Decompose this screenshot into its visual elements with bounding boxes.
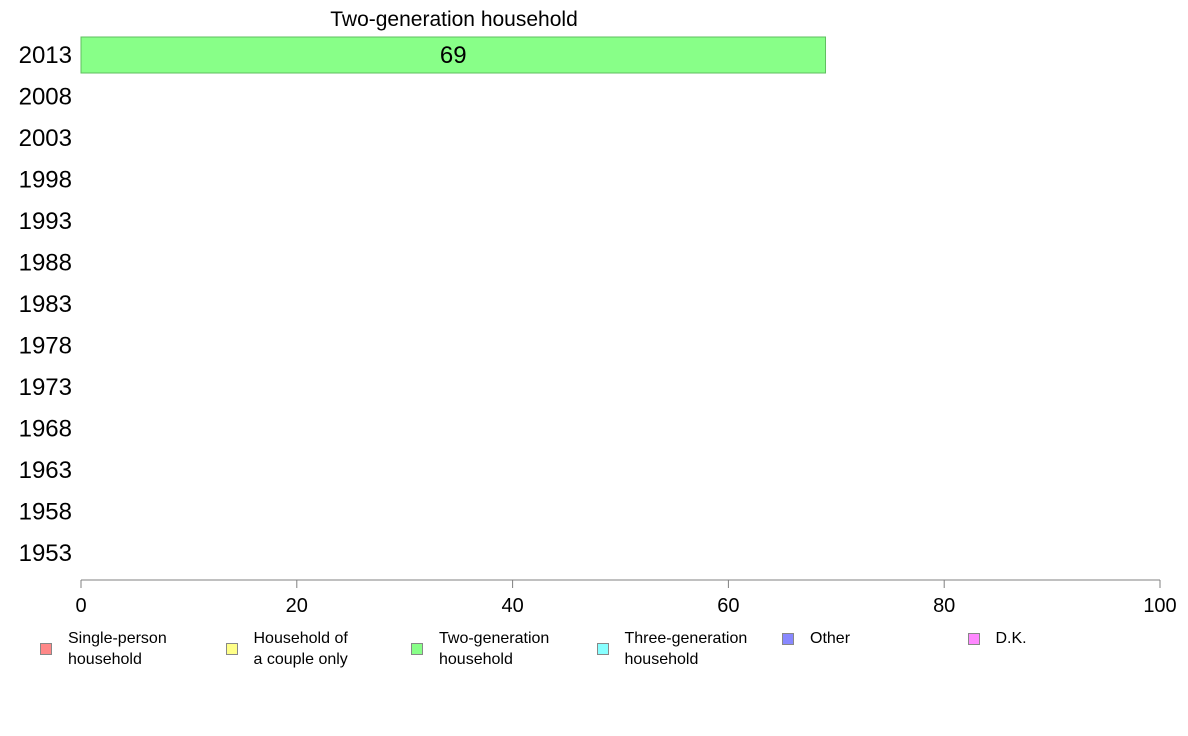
y-tick-label: 1968 (19, 416, 72, 443)
y-tick-label: 2008 (19, 84, 72, 111)
legend-swatch (782, 632, 794, 645)
legend-swatch (596, 643, 609, 655)
legend-item: Household of a couple only (225, 628, 348, 670)
x-tick-label: 100 (1143, 595, 1176, 617)
x-tick-label: 0 (75, 595, 86, 617)
y-tick-label: 2003 (19, 125, 72, 152)
y-tick-label: 1998 (19, 167, 72, 194)
legend-swatch (40, 643, 52, 655)
legend-label: Other (810, 630, 851, 647)
y-tick-label: 2013 (19, 42, 72, 69)
x-tick-label: 40 (501, 595, 523, 617)
legend-item: D.K. (967, 628, 1027, 649)
y-tick-label: 1993 (19, 208, 72, 235)
legend: Single-person household Household of a co… (40, 628, 1160, 678)
y-tick-label: 1973 (19, 374, 72, 401)
y-tick-label: 1953 (19, 540, 72, 567)
legend-label: Single-person household (68, 630, 167, 668)
legend-label: Three-generation household (624, 630, 748, 668)
bar (80, 36, 827, 74)
legend-swatch (411, 643, 423, 655)
y-tick-label: 1963 (19, 457, 72, 484)
legend-item: Other (782, 628, 850, 649)
y-tick-label: 1978 (19, 333, 72, 360)
x-tick-label: 80 (933, 595, 955, 617)
legend-swatch (225, 643, 238, 655)
y-axis-labels: 2013 2008 2003 1998 1993 1988 1983 1978 1973 1968… (19, 42, 72, 567)
series-title: Two-generation household (330, 8, 578, 31)
y-tick-label: 1983 (19, 291, 72, 318)
legend-label: Household of a couple only (253, 630, 348, 668)
legend-label: D.K. (995, 630, 1027, 647)
x-axis: 0 20 40 60 80 100 (75, 579, 1177, 617)
y-tick-label: 1988 (19, 250, 72, 277)
legend-item: Two-generation household (411, 628, 549, 670)
legend-label: Two-generation household (439, 630, 550, 668)
x-tick-label: 60 (717, 595, 739, 617)
legend-item: Single-person household (40, 628, 167, 670)
legend-swatch (967, 632, 980, 645)
legend-item: Three-generation household (596, 628, 748, 670)
bars: 69 (80, 36, 827, 74)
y-tick-label: 1958 (19, 499, 72, 526)
x-tick-label: 20 (286, 595, 308, 617)
bar-value-label: 69 (440, 42, 467, 69)
